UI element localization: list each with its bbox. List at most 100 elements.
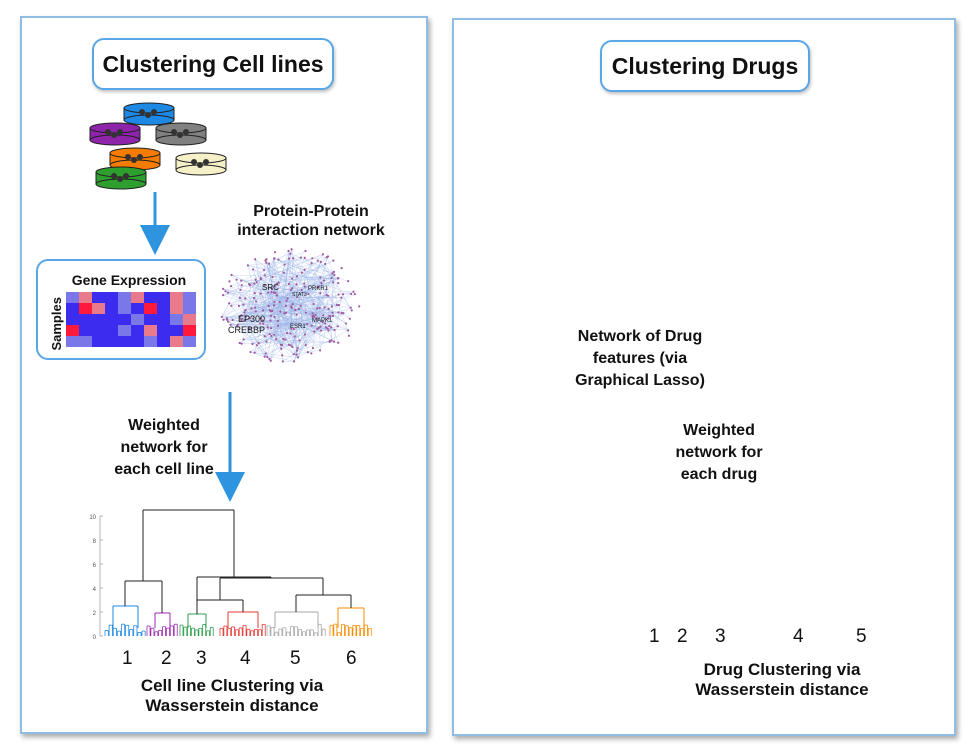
ppi-node [248,283,251,286]
heatmap-cell [144,336,157,347]
ppi-node [332,340,336,343]
ppi-node [297,308,300,311]
ppi-node [255,344,259,347]
ppi-node [310,352,313,355]
ppi-node [273,251,277,254]
ppi-node [331,311,334,315]
cluster-number: 3 [715,626,726,647]
ppi-node [271,275,274,279]
ppi-node [292,353,295,356]
ppi-node [287,343,291,347]
ppi-node [273,300,276,303]
ppi-node [273,315,276,319]
ppi-edge [238,305,265,357]
ppi-node [270,287,274,290]
ppi-edge [297,330,349,358]
ppi-node [295,275,299,278]
ppi-node [321,320,324,323]
ppi-node [243,311,246,314]
heatmap-cell [105,292,118,303]
ppi-node-label: ESR1 [290,324,306,330]
right-caption: Drug Clustering via Wasserstein distance [695,660,869,700]
ppi-edge [266,262,320,308]
ppi-edge [333,297,342,342]
ppi-edge [225,291,329,319]
ppi-node [263,274,266,277]
ppi-node [287,249,290,253]
ppi-node [264,352,267,355]
ppi-node [304,249,307,253]
ppi-node [324,262,327,266]
ppi-edge [264,272,302,276]
ppi-edge [248,311,256,329]
ppi-node [340,296,343,299]
heatmap-cell [144,292,157,303]
ppi-edge [279,301,300,341]
ppi-edge [304,269,307,313]
heatmap-cell [92,314,105,325]
ppi-node [330,339,333,342]
ppi-node [221,294,225,297]
ppi-edge [304,269,322,331]
ppi-edge [252,269,282,349]
ppi-node [276,319,279,322]
ppi-node [340,267,343,270]
ppi-node [282,271,285,274]
ppi-node [292,327,295,331]
ppi-node [325,256,328,259]
ppi-node [275,294,278,297]
heatmap-cell [183,314,196,325]
ppi-node [267,291,270,294]
ppi-node [291,303,294,306]
ppi-node [316,307,319,310]
ppi-node [243,319,246,322]
ppi-edge [314,316,349,331]
ppi-edge [266,253,291,263]
ppi-node [347,280,350,283]
ppi-node [336,325,339,328]
ppi-edge [223,284,297,296]
ppi-node [327,329,330,332]
ppi-node [246,264,249,267]
ppi-node [259,322,262,325]
ppi-node [347,334,351,337]
ppi-node [254,306,257,309]
ppi-node [281,360,284,363]
ppi-node [337,293,340,296]
ppi-edge [271,263,326,293]
ppi-node [320,329,323,332]
ppi-node [265,261,268,264]
ppi-edge [269,325,312,360]
ppi-node [311,346,315,350]
ppi-edge [223,288,279,327]
ppi-node-label: STAT3 [292,292,307,298]
ppi-node [254,258,257,261]
ppi-node [252,296,256,300]
heatmap-cell [79,292,92,303]
ppi-edge [264,258,275,276]
ppi-node [290,277,294,280]
ppi-node [300,271,304,274]
ppi-node [313,330,316,333]
heatmap-cell [157,325,170,336]
ppi-node [296,347,299,350]
ppi-node [230,273,233,277]
heatmap-cell [118,325,131,336]
ppi-node [236,324,239,328]
ppi-node [277,258,280,261]
ppi-node [290,287,294,290]
ppi-edge [304,269,334,273]
ppi-node [311,257,314,260]
ppi-node [244,297,247,300]
ppi-edge [265,328,328,354]
ppi-edge [317,308,339,327]
ppi-node [341,293,345,296]
ppi-node [337,303,340,307]
ppi-node [303,333,307,336]
ppi-node [238,296,242,299]
ppi-edge [291,258,294,329]
heatmap-cell [170,292,183,303]
heatmap-cell [131,336,144,347]
samples-label: Samples [49,297,65,351]
ppi-node [316,328,319,331]
